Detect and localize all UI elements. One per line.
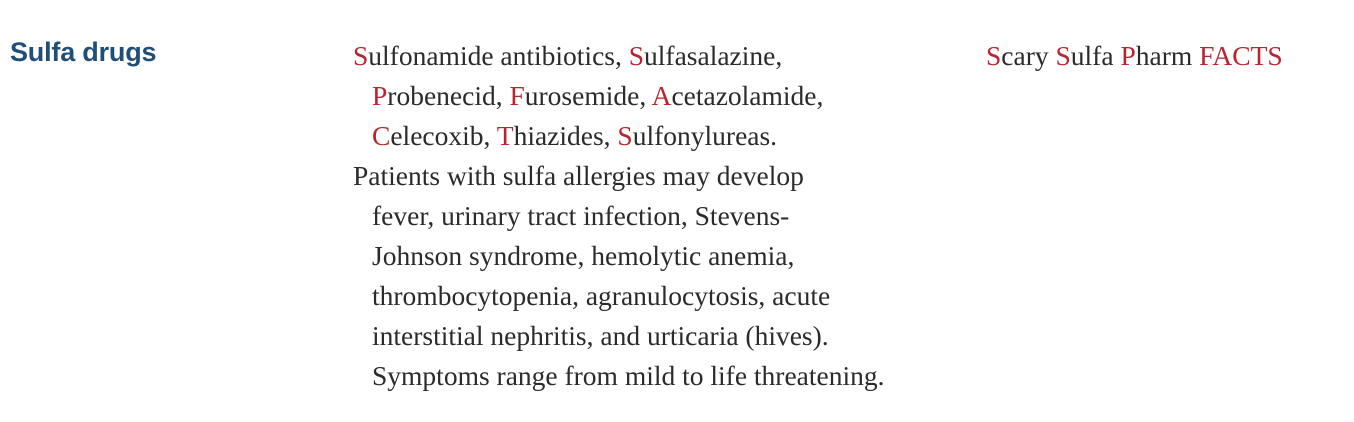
drug-initial: P: [372, 80, 388, 111]
mnemonic: Scary Sulfa Pharm FACTS: [986, 36, 1283, 76]
mnemonic-initial: S: [1055, 40, 1071, 71]
drug-list-line-2: Probenecid, Furosemide, Acetazolamide,: [372, 76, 973, 116]
allergy-line: Patients with sulfa allergies may develo…: [353, 160, 804, 191]
drug-name-rest: cetazolamide,: [671, 80, 824, 111]
mnemonic-initial: FACTS: [1199, 40, 1283, 71]
drug-name-rest: elecoxib,: [390, 120, 497, 151]
mnemonic-initial: S: [986, 40, 1002, 71]
allergy-line: thrombocytopenia, agranulocytosis, acute: [372, 280, 831, 311]
drug-initial: T: [496, 120, 514, 151]
drug-initial: A: [651, 80, 672, 111]
drug-name-rest: ulfonylureas.: [632, 120, 778, 151]
drug-name-rest: hiazides,: [513, 120, 618, 151]
drug-name-rest: ulfasalazine,: [644, 40, 783, 71]
drug-initial: S: [353, 40, 369, 71]
allergy-line: fever, urinary tract infection, Stevens-: [372, 200, 790, 231]
drug-name-rest: urosemide,: [524, 80, 652, 111]
description-column: Sulfonamide antibiotics, Sulfasalazine, …: [353, 36, 973, 396]
allergy-line: Johnson syndrome, hemolytic anemia,: [372, 240, 795, 271]
drug-list-line-3: Celecoxib, Thiazides, Sulfonylureas.: [372, 116, 973, 156]
section-heading: Sulfa drugs: [10, 37, 157, 67]
mnemonic-word-rest: ulfa: [1070, 40, 1121, 71]
drug-initial: C: [372, 120, 391, 151]
drug-list-line-1: Sulfonamide antibiotics, Sulfasalazine,: [353, 36, 973, 76]
drug-list-paragraph: Sulfonamide antibiotics, Sulfasalazine, …: [353, 36, 973, 156]
mnemonic-initial: P: [1120, 40, 1136, 71]
drug-name-rest: ulfonamide antibiotics,: [368, 40, 629, 71]
allergy-line: Symptoms range from mild to life threate…: [372, 360, 885, 391]
mnemonic-word-rest: harm: [1135, 40, 1200, 71]
allergy-paragraph: Patients with sulfa allergies may develo…: [353, 156, 973, 396]
drug-initial: S: [617, 120, 633, 151]
drug-initial: F: [509, 80, 525, 111]
drug-initial: S: [628, 40, 645, 71]
mnemonic-word-rest: cary: [1001, 40, 1056, 71]
drug-name-rest: robenecid,: [387, 80, 510, 111]
allergy-line: interstitial nephritis, and urticaria (h…: [372, 320, 829, 351]
